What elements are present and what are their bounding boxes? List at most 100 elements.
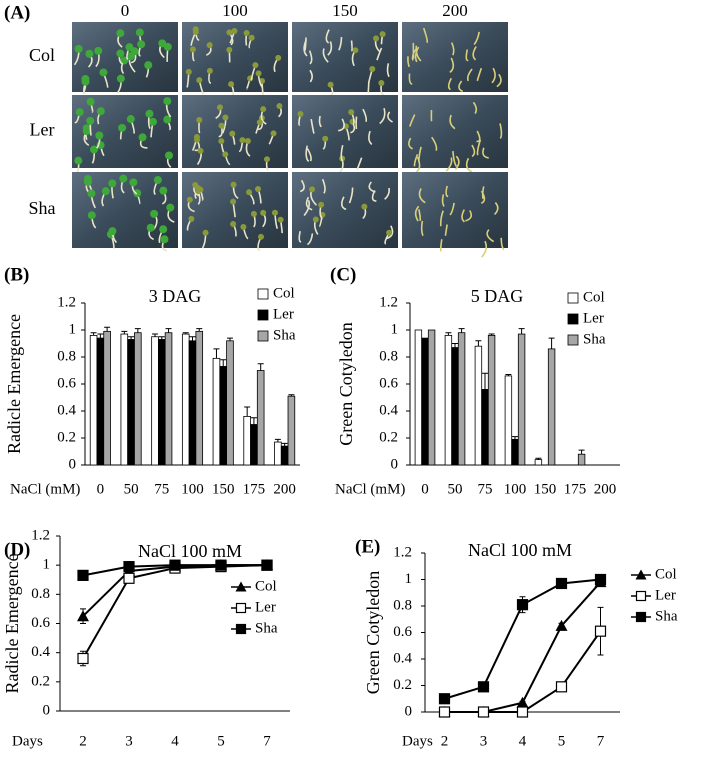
seedlings bbox=[407, 27, 502, 93]
legend-label: Col bbox=[583, 289, 605, 305]
cotyledon bbox=[185, 68, 192, 75]
cotyledon bbox=[189, 46, 196, 53]
cotyledon bbox=[150, 209, 159, 218]
cotyledon bbox=[256, 119, 263, 126]
seedling-stem bbox=[387, 111, 393, 123]
cotyledon bbox=[188, 215, 195, 222]
cotyledon bbox=[165, 151, 174, 160]
cotyledon bbox=[116, 49, 125, 58]
cotyledon bbox=[270, 130, 277, 137]
seedling-stem bbox=[322, 48, 329, 63]
cotyledon bbox=[118, 123, 127, 132]
cotyledon bbox=[271, 209, 278, 216]
marker bbox=[169, 559, 181, 571]
cotyledon bbox=[196, 116, 203, 123]
bar bbox=[219, 366, 227, 466]
cotyledon bbox=[133, 189, 142, 198]
column-label: 200 bbox=[442, 1, 468, 20]
cotyledon bbox=[158, 39, 167, 48]
y-axis-label: Radicle Emergence bbox=[4, 314, 24, 454]
error-bar bbox=[548, 337, 555, 349]
y-tick-label: 0.8 bbox=[31, 586, 50, 602]
cotyledon bbox=[196, 77, 203, 84]
cotyledon bbox=[153, 175, 162, 184]
cotyledon bbox=[144, 61, 153, 70]
marker bbox=[215, 559, 227, 571]
marker bbox=[635, 590, 647, 602]
legend-swatch bbox=[257, 288, 269, 300]
seedling-stem bbox=[439, 239, 443, 252]
cotyledon bbox=[119, 174, 128, 183]
y-tick-label: 1.2 bbox=[57, 294, 76, 310]
seedling-stem bbox=[445, 157, 453, 172]
error-bar bbox=[488, 333, 495, 336]
marker bbox=[477, 681, 490, 693]
cotyledon bbox=[361, 203, 368, 210]
bar bbox=[243, 415, 251, 466]
cotyledon bbox=[252, 62, 259, 69]
cotyledon bbox=[197, 186, 204, 193]
y-tick-label: 0.6 bbox=[31, 615, 50, 631]
seedlings bbox=[186, 181, 284, 252]
bar bbox=[181, 333, 190, 466]
error-bar bbox=[452, 343, 458, 348]
cotyledon bbox=[250, 210, 257, 217]
bar bbox=[421, 337, 429, 466]
bar bbox=[504, 375, 513, 466]
cotyledon bbox=[373, 35, 380, 42]
seedlings bbox=[73, 28, 172, 95]
cotyledon bbox=[197, 147, 204, 154]
seedlings bbox=[303, 29, 390, 97]
seedling-stem bbox=[318, 115, 322, 128]
cotyledon bbox=[218, 138, 225, 145]
seedling-stem bbox=[480, 190, 486, 204]
error-bar bbox=[505, 374, 512, 376]
error-bar bbox=[128, 336, 135, 340]
bar bbox=[164, 332, 173, 466]
cotyledon bbox=[194, 136, 201, 143]
column-label: 0 bbox=[121, 1, 130, 20]
x-tick-label: 150 bbox=[534, 481, 557, 497]
marker bbox=[555, 577, 568, 590]
photo bbox=[292, 95, 398, 168]
bar bbox=[287, 395, 296, 466]
seedling-stem bbox=[450, 42, 455, 56]
bar bbox=[250, 424, 258, 466]
bar bbox=[451, 347, 459, 466]
y-tick-label: 0.6 bbox=[393, 624, 412, 640]
cotyledon bbox=[192, 182, 199, 189]
legend-label: Ler bbox=[583, 310, 604, 326]
seedling-stem bbox=[321, 178, 326, 194]
bar bbox=[534, 459, 543, 466]
cotyledon bbox=[94, 46, 103, 55]
seedling-stem bbox=[496, 73, 502, 88]
cotyledon bbox=[126, 115, 135, 124]
legend-swatch bbox=[567, 313, 579, 325]
photo bbox=[402, 95, 508, 168]
seedling-stem bbox=[340, 196, 347, 211]
column-label: 150 bbox=[332, 1, 358, 20]
panel-label: (B) bbox=[4, 264, 29, 285]
seedling-stem bbox=[350, 40, 353, 52]
bar bbox=[103, 330, 111, 466]
bar bbox=[89, 334, 98, 466]
marker bbox=[261, 559, 273, 571]
bar bbox=[96, 337, 105, 466]
cotyledon bbox=[276, 103, 283, 110]
seedling-stem bbox=[303, 39, 308, 57]
error-bar bbox=[226, 337, 233, 341]
seedlings bbox=[191, 103, 283, 171]
x-axis-label: Days bbox=[402, 733, 433, 749]
seedling-stem bbox=[327, 41, 333, 56]
panel-label: (A) bbox=[4, 2, 30, 23]
cotyledon bbox=[226, 46, 233, 53]
seedling-stem bbox=[439, 210, 444, 227]
error-bar bbox=[90, 332, 97, 336]
legend-swatch bbox=[567, 292, 579, 304]
cotyledon bbox=[228, 81, 235, 88]
bar bbox=[134, 332, 142, 466]
x-tick-label: 150 bbox=[212, 481, 235, 497]
seedling-stem bbox=[420, 220, 424, 236]
marker bbox=[235, 602, 247, 614]
cotyledon bbox=[116, 74, 125, 83]
